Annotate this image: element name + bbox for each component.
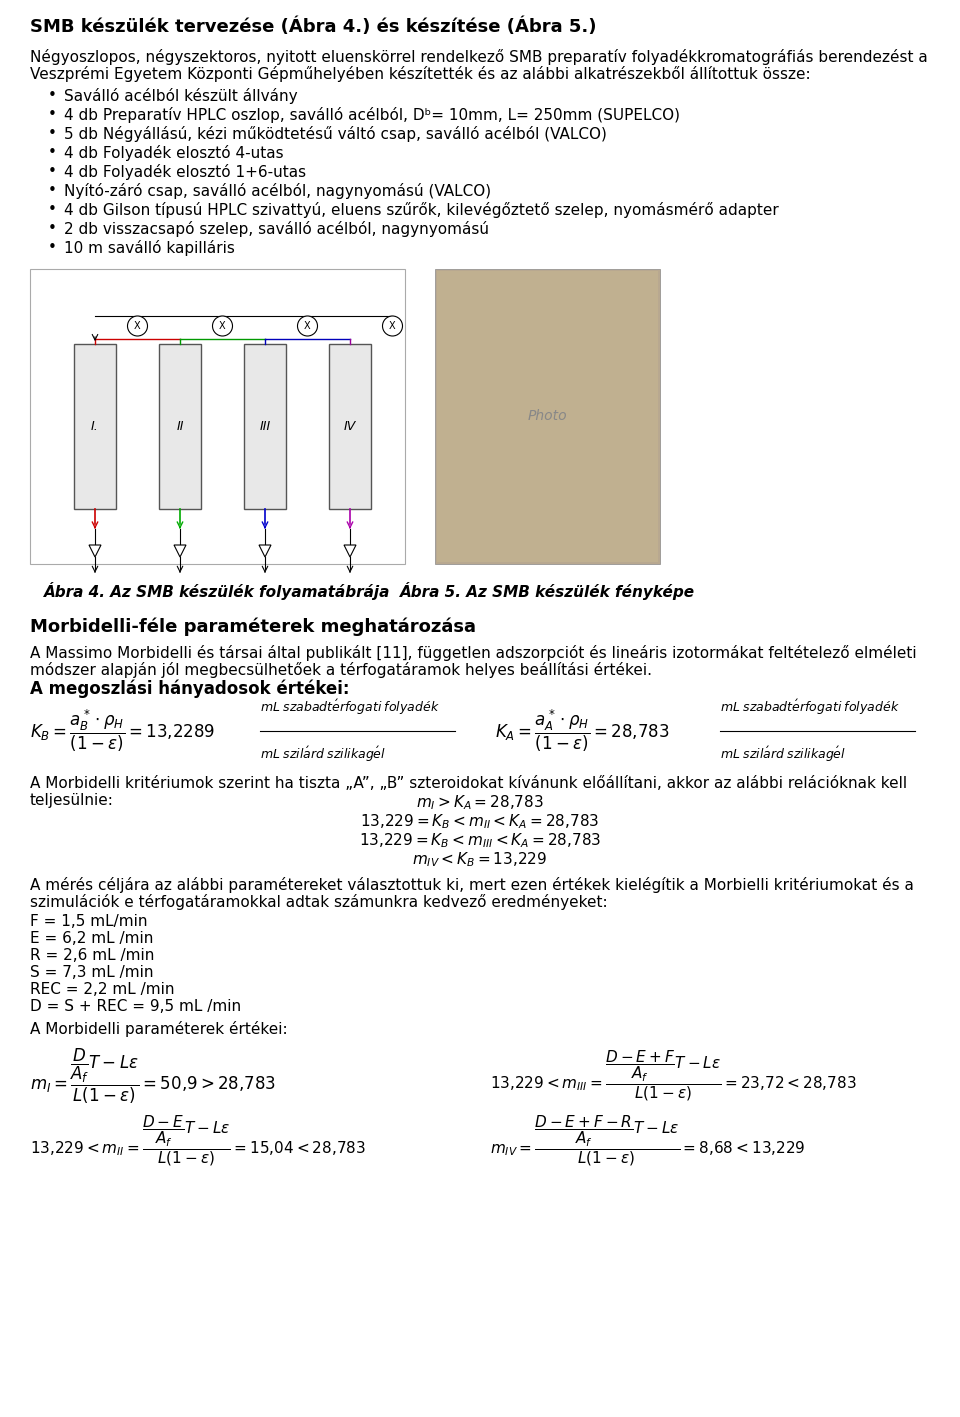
Text: I.: I. <box>91 419 99 434</box>
Text: $mL \; szabadt\acute{e}rfogati \; folyadék$: $mL \; szabadt\acute{e}rfogati \; folyad… <box>720 699 900 717</box>
Text: $mL \; szil\acute{a}rd \; szilikag\acute{e}l$: $mL \; szil\acute{a}rd \; szilikag\acute… <box>720 745 846 764</box>
Text: $13{,}229 = K_B < m_{III} < K_A = 28{,}783$: $13{,}229 = K_B < m_{III} < K_A = 28{,}7… <box>359 830 601 850</box>
Text: Morbidelli-féle paraméterek meghatározása: Morbidelli-féle paraméterek meghatározás… <box>30 616 476 635</box>
Bar <box>30 269 405 564</box>
Polygon shape <box>174 546 186 557</box>
Polygon shape <box>89 546 101 557</box>
Text: $13{,}229 = K_B < m_{II} < K_A = 28{,}783$: $13{,}229 = K_B < m_{II} < K_A = 28{,}78… <box>360 812 600 830</box>
Text: E = 6,2 mL /min: E = 6,2 mL /min <box>30 931 154 947</box>
Text: •: • <box>48 203 57 217</box>
Text: $mL \; szil\acute{a}rd \; szilikag\acute{e}l$: $mL \; szil\acute{a}rd \; szilikag\acute… <box>260 745 386 764</box>
Text: A mérés céljára az alábbi paramétereket választottuk ki, mert ezen értékek kielé: A mérés céljára az alábbi paramétereket … <box>30 877 914 893</box>
Text: S = 7,3 mL /min: S = 7,3 mL /min <box>30 965 154 981</box>
Text: módszer alapján jól megbecsülhetőek a térfogatáramok helyes beállítási értékei.: módszer alapján jól megbecsülhetőek a té… <box>30 662 652 677</box>
Text: III: III <box>259 419 271 434</box>
Text: $K_B = \dfrac{a_B^* \cdot \rho_H}{(1-\varepsilon)} = 13{,}2289$: $K_B = \dfrac{a_B^* \cdot \rho_H}{(1-\va… <box>30 708 215 754</box>
Text: X: X <box>389 322 396 332</box>
Text: Veszprémi Egyetem Központi Gépműhelyében készítették és az alábbi alkatrészekből: Veszprémi Egyetem Központi Gépműhelyében… <box>30 67 810 82</box>
Bar <box>159 344 201 509</box>
Text: $13{,}229 < m_{II} = \dfrac{\dfrac{D-E}{A_f} T - L\varepsilon}{L(1-\varepsilon)}: $13{,}229 < m_{II} = \dfrac{\dfrac{D-E}{… <box>30 1114 366 1168</box>
Text: $m_I = \dfrac{\dfrac{D}{A_f} T - L\varepsilon}{L(1-\varepsilon)} = 50{,}9 > 28{,: $m_I = \dfrac{\dfrac{D}{A_f} T - L\varep… <box>30 1046 276 1105</box>
Text: szimulációk e térfogatáramokkal adtak számunkra kedvező eredményeket:: szimulációk e térfogatáramokkal adtak sz… <box>30 894 608 910</box>
Text: •: • <box>48 108 57 122</box>
Text: F = 1,5 mL/min: F = 1,5 mL/min <box>30 914 148 930</box>
Text: A Massimo Morbidelli és társai által publikált [11], független adszorpciót és li: A Massimo Morbidelli és társai által pub… <box>30 645 917 660</box>
Text: X: X <box>219 322 226 332</box>
Text: $K_A = \dfrac{a_A^* \cdot \rho_H}{(1-\varepsilon)} = 28{,}783$: $K_A = \dfrac{a_A^* \cdot \rho_H}{(1-\va… <box>495 708 669 754</box>
Polygon shape <box>344 546 356 557</box>
Text: R = 2,6 mL /min: R = 2,6 mL /min <box>30 948 155 964</box>
Text: 4 db Folyadék elosztó 4-utas: 4 db Folyadék elosztó 4-utas <box>64 145 283 162</box>
Text: •: • <box>48 221 57 237</box>
Text: 5 db Négyállású, kézi működtetésű váltó csap, saválló acélból (VALCO): 5 db Négyállású, kézi működtetésű váltó … <box>64 126 607 142</box>
Circle shape <box>128 316 148 336</box>
Text: 4 db Folyadék elosztó 1+6-utas: 4 db Folyadék elosztó 1+6-utas <box>64 164 306 180</box>
Text: $mL \; szabadt\acute{e}rfogati \; folyadék$: $mL \; szabadt\acute{e}rfogati \; folyad… <box>260 699 440 717</box>
Circle shape <box>212 316 232 336</box>
Bar <box>437 271 658 563</box>
Text: IV: IV <box>344 419 356 434</box>
Text: •: • <box>48 164 57 179</box>
Text: Saválló acélból készült állvány: Saválló acélból készült állvány <box>64 88 298 103</box>
Text: A Morbidelli paraméterek értékei:: A Morbidelli paraméterek értékei: <box>30 1022 288 1037</box>
Text: A Morbidelli kritériumok szerint ha tiszta „A”, „B” szteroidokat kívánunk előáll: A Morbidelli kritériumok szerint ha tisz… <box>30 777 907 791</box>
Text: •: • <box>48 239 57 255</box>
Text: 10 m saválló kapilláris: 10 m saválló kapilláris <box>64 239 235 256</box>
Text: 4 db Preparatív HPLC oszlop, saválló acélból, Dᵇ= 10mm, L= 250mm (SUPELCO): 4 db Preparatív HPLC oszlop, saválló acé… <box>64 108 680 123</box>
Text: A megoszlási hányadosok értékei:: A megoszlási hányadosok értékei: <box>30 679 349 697</box>
Bar <box>435 269 660 564</box>
Text: II: II <box>177 419 183 434</box>
Text: $m_{IV} = \dfrac{\dfrac{D-E+F-R}{A_f} T - L\varepsilon}{L(1-\varepsilon)} = 8{,}: $m_{IV} = \dfrac{\dfrac{D-E+F-R}{A_f} T … <box>490 1114 805 1168</box>
Text: Nyító-záró csap, saválló acélból, nagynyomású (VALCO): Nyító-záró csap, saválló acélból, nagyny… <box>64 183 492 198</box>
Text: Ábra 5. Az SMB készülék fényképe: Ábra 5. Az SMB készülék fényképe <box>400 582 695 599</box>
Text: Négyoszlopos, négyszektoros, nyitott eluenskörrel rendelkező SMB preparatív foly: Négyoszlopos, négyszektoros, nyitott elu… <box>30 50 927 65</box>
Text: 4 db Gilson típusú HPLC szivattyú, eluens szűrők, kilevégőztető szelep, nyomásmé: 4 db Gilson típusú HPLC szivattyú, eluen… <box>64 203 779 218</box>
Bar <box>244 344 286 509</box>
Text: $m_{IV} < K_B = 13{,}229$: $m_{IV} < K_B = 13{,}229$ <box>413 850 547 869</box>
Text: SMB készülék tervezése (Ábra 4.) és készítése (Ábra 5.): SMB készülék tervezése (Ábra 4.) és kész… <box>30 17 596 35</box>
Text: Ábra 4. Az SMB készülék folyamatábrája: Ábra 4. Az SMB készülék folyamatábrája <box>44 582 391 599</box>
Text: •: • <box>48 183 57 198</box>
Text: D = S + REC = 9,5 mL /min: D = S + REC = 9,5 mL /min <box>30 999 241 1015</box>
Text: Photo: Photo <box>528 410 567 424</box>
Polygon shape <box>259 546 271 557</box>
Text: X: X <box>134 322 141 332</box>
Text: $m_I > K_A = 28{,}783$: $m_I > K_A = 28{,}783$ <box>416 794 544 812</box>
Text: 2 db visszacsapó szelep, saválló acélból, nagynyomású: 2 db visszacsapó szelep, saválló acélból… <box>64 221 489 237</box>
Bar <box>329 344 371 509</box>
Text: •: • <box>48 126 57 142</box>
Text: teljesülnie:: teljesülnie: <box>30 794 114 808</box>
Text: REC = 2,2 mL /min: REC = 2,2 mL /min <box>30 982 175 998</box>
Text: $13{,}229 < m_{III} = \dfrac{\dfrac{D-E+F}{A_f} T - L\varepsilon}{L(1-\varepsilo: $13{,}229 < m_{III} = \dfrac{\dfrac{D-E+… <box>490 1049 856 1102</box>
Text: •: • <box>48 88 57 103</box>
Bar <box>74 344 116 509</box>
Circle shape <box>298 316 318 336</box>
Circle shape <box>382 316 402 336</box>
Text: •: • <box>48 145 57 160</box>
Text: X: X <box>304 322 311 332</box>
